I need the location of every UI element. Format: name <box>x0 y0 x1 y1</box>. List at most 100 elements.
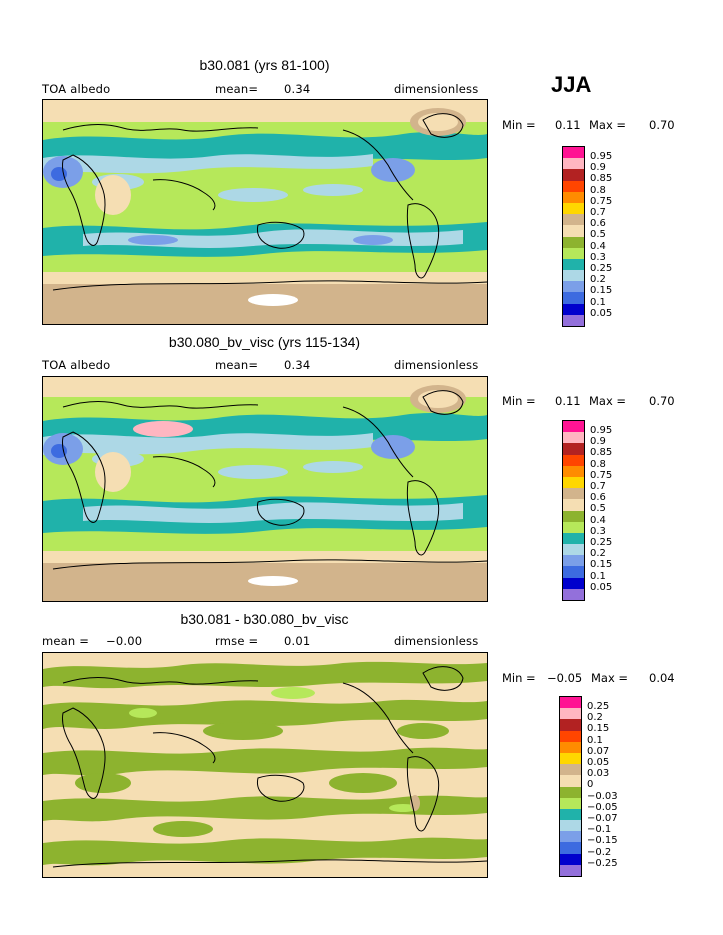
colorbar-label: 0.25 <box>590 263 613 275</box>
colorbar-swatch <box>563 247 584 259</box>
min-label: Min = <box>502 118 536 132</box>
max-label: Max = <box>591 671 629 685</box>
colorbar-swatch <box>563 432 584 444</box>
colorbar-label: −0.05 <box>587 801 618 813</box>
max-label: Max = <box>589 118 627 132</box>
colorbar-label: 0.15 <box>590 559 613 571</box>
colorbar-swatch <box>560 808 581 821</box>
colorbar-swatch <box>563 180 584 192</box>
colorbar-label: 0.07 <box>587 745 610 757</box>
colorbar-swatch <box>563 532 584 545</box>
colorbar-swatch <box>563 577 584 589</box>
colorbar-swatch <box>563 421 584 433</box>
colorbar-swatch <box>563 258 584 271</box>
colorbar-label: 0.15 <box>590 285 613 297</box>
colorbar-swatch <box>560 752 581 765</box>
colorbar-swatch <box>560 741 581 753</box>
colorbar-1 <box>562 146 585 327</box>
colorbar-swatch <box>560 853 581 865</box>
colorbar-swatch <box>563 566 584 578</box>
colorbar-label: 0.9 <box>590 436 606 448</box>
colorbar-swatch <box>560 775 581 787</box>
colorbar-swatch <box>560 786 581 798</box>
colorbar-label: −0.15 <box>587 835 618 847</box>
difference-map <box>43 653 487 877</box>
colorbar-swatch <box>563 488 584 500</box>
colorbar-label: 0.25 <box>590 537 613 549</box>
colorbar-swatch <box>563 454 584 466</box>
colorbar-swatch <box>563 202 584 215</box>
colorbar-label: 0.95 <box>590 151 613 162</box>
colorbar-label: 0 <box>587 779 594 791</box>
colorbar-label: 0.05 <box>590 581 613 593</box>
colorbar-label: 0.1 <box>590 296 606 308</box>
min-label: Min = <box>502 671 536 685</box>
map-panel-1 <box>42 99 488 325</box>
colorbar-label: 0.05 <box>587 757 610 769</box>
colorbar-label: 0.15 <box>587 723 610 735</box>
colorbar-swatch <box>563 499 584 511</box>
colorbar-swatch <box>560 864 581 876</box>
mean-value: 0.34 <box>284 358 311 372</box>
colorbar-label: −0.2 <box>587 846 612 858</box>
colorbar-label: 0.2 <box>590 548 606 560</box>
colorbar-swatch <box>560 842 581 854</box>
max-label: Max = <box>589 394 627 408</box>
colorbar-swatch <box>560 708 581 720</box>
colorbar-swatch <box>563 443 584 455</box>
field-label: TOA albedo <box>42 358 111 372</box>
max-value: 0.04 <box>649 671 675 685</box>
rmse-value: 0.01 <box>284 634 311 648</box>
panel-title: b30.080_bv_visc (yrs 115-134) <box>168 334 361 350</box>
colorbar-swatch <box>563 169 584 181</box>
colorbar-label: −0.25 <box>587 857 618 869</box>
colorbar-label: 0.3 <box>590 251 606 263</box>
units-label: dimensionless <box>394 634 479 648</box>
colorbar-swatch <box>563 555 584 567</box>
albedo-map <box>43 377 487 601</box>
colorbar-label: 0.5 <box>590 503 606 515</box>
colorbar-labels-1: 0.95 0.9 0.85 0.8 0.75 0.7 0.6 0.5 0.4 0.3 0.25 0.2… <box>590 151 612 319</box>
colorbar-label: 0.75 <box>590 469 613 481</box>
colorbar-3 <box>559 696 582 877</box>
colorbar-label: 0.2 <box>590 274 606 286</box>
colorbar-2 <box>562 420 585 601</box>
colorbar-swatch <box>563 158 584 170</box>
colorbar-label: 0.85 <box>590 447 613 459</box>
colorbar-swatch <box>563 588 584 600</box>
colorbar-label: 0.85 <box>590 173 613 185</box>
colorbar-swatch <box>560 730 581 742</box>
mean-label: mean= <box>215 82 259 96</box>
colorbar-swatch <box>563 191 584 203</box>
colorbar-label: 0.6 <box>590 218 606 230</box>
colorbar-swatch <box>563 214 584 226</box>
colorbar-swatch <box>563 236 584 248</box>
colorbar-swatch <box>563 314 584 326</box>
max-value: 0.70 <box>649 394 675 408</box>
colorbar-swatches <box>559 696 582 877</box>
mean-value: 0.34 <box>284 82 311 96</box>
colorbar-label: 0.6 <box>590 492 606 504</box>
colorbar-label: 0.5 <box>590 229 606 241</box>
mean-label: mean = <box>42 634 90 648</box>
colorbar-label: 0.1 <box>587 734 603 746</box>
colorbar-label: −0.07 <box>587 813 618 825</box>
colorbar-swatch <box>560 797 581 809</box>
colorbar-swatch <box>563 292 584 304</box>
colorbar-label: −0.03 <box>587 790 618 802</box>
min-value: 0.11 <box>555 118 581 132</box>
colorbar-swatch <box>560 831 581 843</box>
map-panel-2 <box>42 376 488 602</box>
colorbar-label: 0.1 <box>590 570 606 582</box>
colorbar-label: 0.95 <box>590 425 613 436</box>
colorbar-swatches <box>562 420 585 601</box>
colorbar-label: 0.8 <box>590 184 606 196</box>
colorbar-label: 0.9 <box>590 162 606 174</box>
colorbar-label: 0.8 <box>590 458 606 470</box>
colorbar-swatch <box>563 544 584 556</box>
colorbar-label: 0.7 <box>590 207 606 219</box>
mean-label: mean= <box>215 358 259 372</box>
season-label: JJA <box>551 72 592 97</box>
colorbar-labels-2: 0.95 0.9 0.85 0.8 0.75 0.7 0.6 0.5 0.4 0.3 0.25 0.2… <box>590 425 612 593</box>
mean-value: −0.00 <box>106 634 143 648</box>
